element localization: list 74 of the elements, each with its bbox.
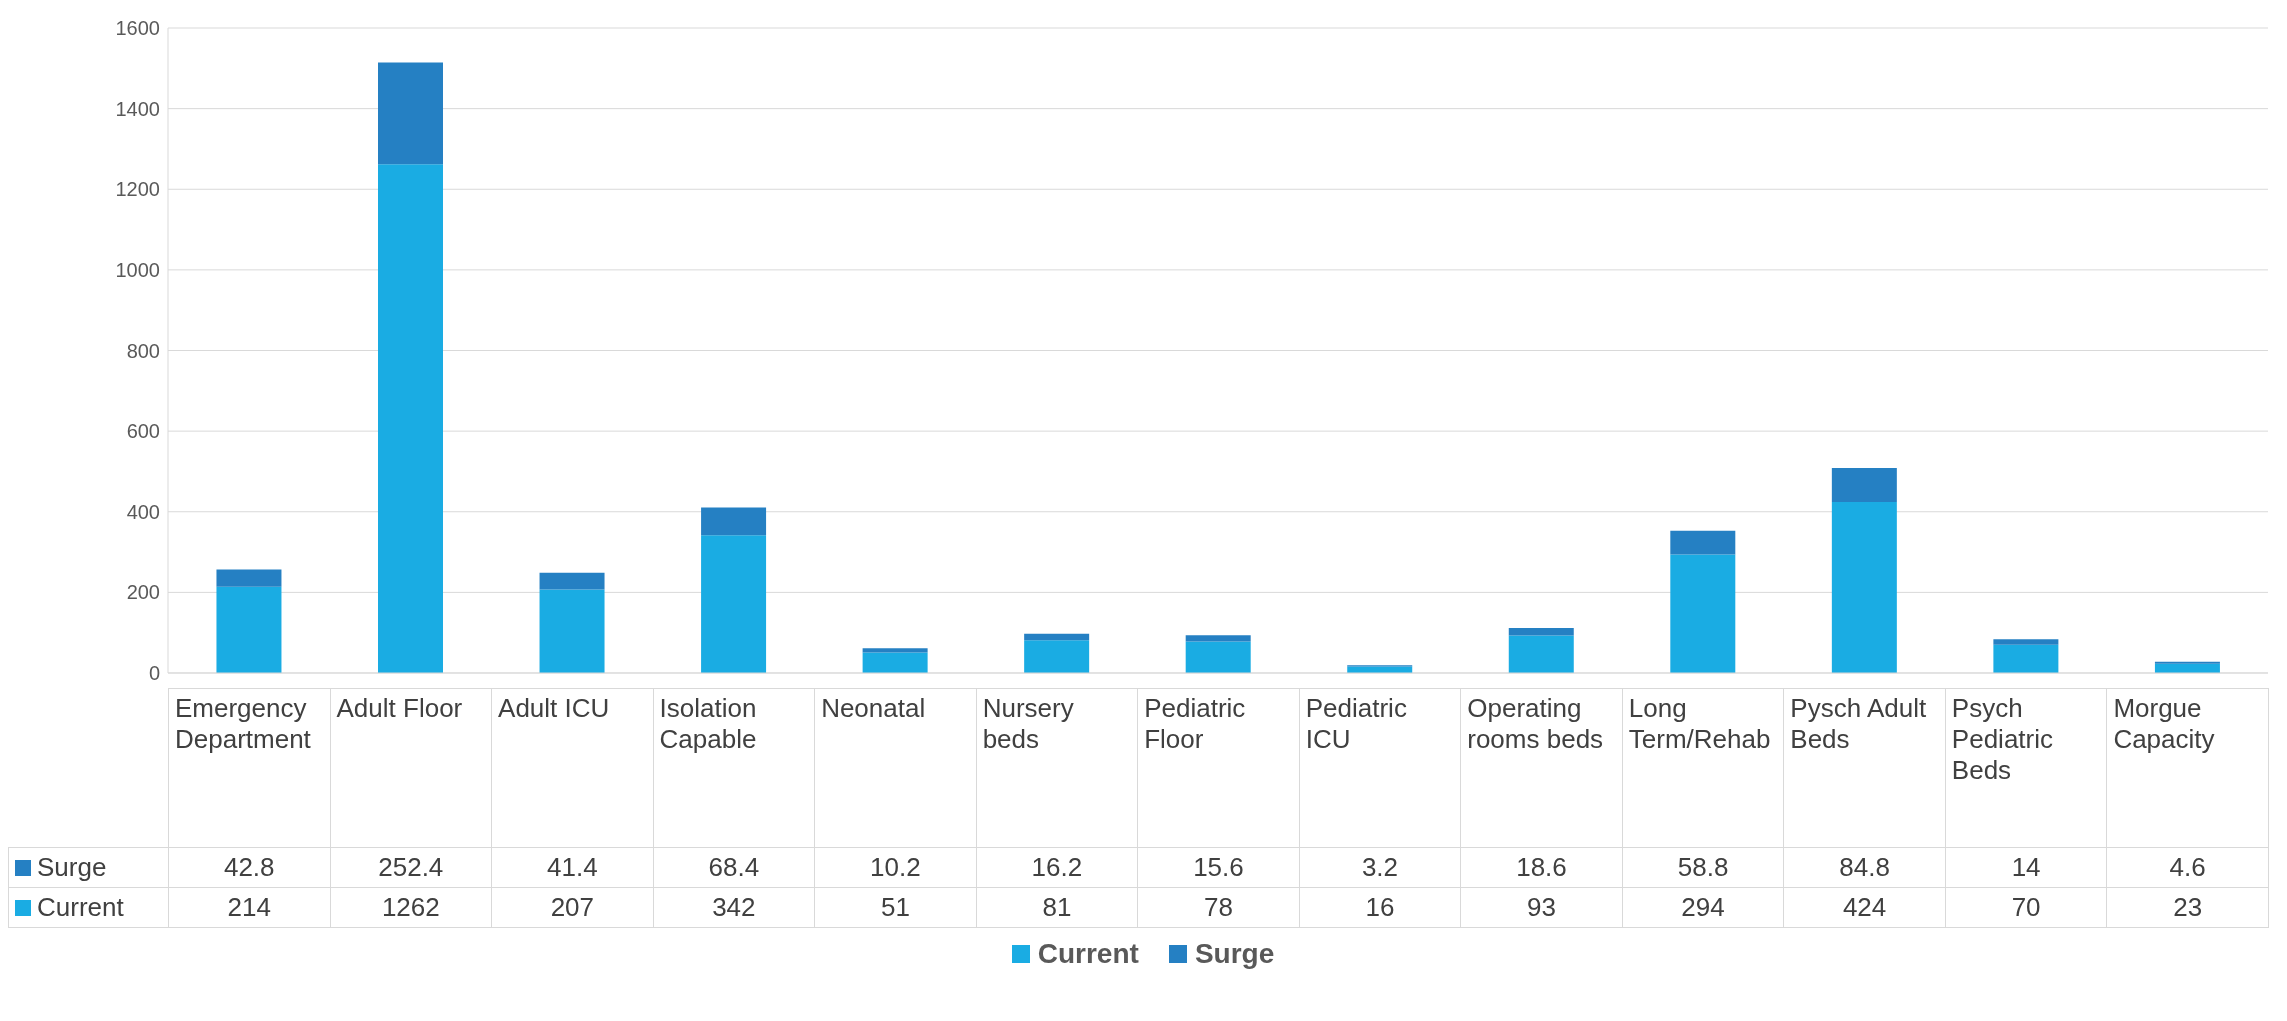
bar	[1993, 644, 2059, 673]
bar	[862, 648, 928, 653]
legend-label: Current	[8, 887, 169, 928]
bar	[1831, 502, 1897, 673]
bar	[701, 507, 767, 536]
y-tick-label: 800	[126, 339, 160, 362]
bar	[701, 535, 767, 673]
data-label: 51	[814, 887, 977, 928]
bar	[539, 572, 605, 590]
data-label: 58.8	[1622, 847, 1784, 888]
data-label: 84.8	[1783, 847, 1946, 888]
bar	[378, 164, 443, 673]
data-label: 207	[491, 887, 654, 928]
data-label: 16.2	[976, 847, 1138, 888]
bar	[1670, 530, 1736, 555]
data-label: 1262	[330, 887, 492, 928]
x-tick-label: Morgue Capacity	[2106, 688, 2269, 848]
x-tick-label: Long Term/Rehab	[1622, 688, 1784, 848]
data-label: 252.4	[330, 847, 492, 888]
data-label: 424	[1783, 887, 1946, 928]
text: Surge	[1194, 938, 1275, 969]
x-tick-label: Operating rooms beds	[1460, 688, 1623, 848]
data-label: 16	[1299, 887, 1461, 928]
bar	[1024, 640, 1090, 673]
y-tick-label: 0	[148, 662, 160, 685]
bar	[378, 62, 443, 165]
data-label: 18.6	[1460, 847, 1623, 888]
bar	[1831, 467, 1897, 503]
y-tick-label: 1200	[115, 178, 160, 201]
y-tick-label: 400	[126, 500, 160, 523]
data-label: 78	[1137, 887, 1300, 928]
data-label: 14	[1945, 847, 2107, 888]
text: Current	[1037, 938, 1139, 969]
x-tick-label: Pediatric ICU	[1299, 688, 1461, 848]
legend-label: Surge	[8, 847, 169, 888]
bar	[216, 569, 282, 587]
y-tick-label: 200	[126, 581, 160, 604]
data-label: 42.8	[168, 847, 331, 888]
bar	[1670, 554, 1736, 673]
bar	[862, 652, 928, 673]
data-label: 23	[2106, 887, 2269, 928]
data-label: 81	[976, 887, 1138, 928]
data-label: 68.4	[653, 847, 815, 888]
y-tick-label: 1600	[115, 17, 160, 40]
y-tick-label: 1400	[115, 97, 160, 120]
bar	[539, 589, 605, 673]
data-label: 93	[1460, 887, 1623, 928]
data-label: 214	[168, 887, 331, 928]
x-tick-label: Adult Floor	[330, 688, 492, 848]
data-label: 10.2	[814, 847, 977, 888]
data-label: 41.4	[491, 847, 654, 888]
x-tick-label: Isolation Capable	[653, 688, 815, 848]
x-tick-label: Pediatric Floor	[1137, 688, 1300, 848]
x-tick-label: Nursery beds	[976, 688, 1138, 848]
bar	[1185, 641, 1251, 673]
y-tick-label: 1000	[115, 258, 160, 281]
y-tick-label: 600	[126, 420, 160, 443]
bar	[1508, 635, 1574, 673]
bar	[1508, 628, 1574, 636]
x-tick-label: Pysch Adult Beds	[1783, 688, 1946, 848]
data-label: 70	[1945, 887, 2107, 928]
bar	[1024, 633, 1090, 641]
x-tick-label: Adult ICU	[491, 688, 654, 848]
data-label: 342	[653, 887, 815, 928]
bar	[216, 586, 282, 673]
x-tick-label: Emergency Department	[168, 688, 331, 848]
x-tick-label: Psych Pediatric Beds	[1945, 688, 2107, 848]
bar	[1185, 635, 1251, 642]
data-label: 3.2	[1299, 847, 1461, 888]
data-label: 4.6	[2106, 847, 2269, 888]
bar	[1993, 639, 2059, 645]
x-tick-label: Neonatal	[814, 688, 977, 848]
data-label: 15.6	[1137, 847, 1300, 888]
data-label: 294	[1622, 887, 1784, 928]
